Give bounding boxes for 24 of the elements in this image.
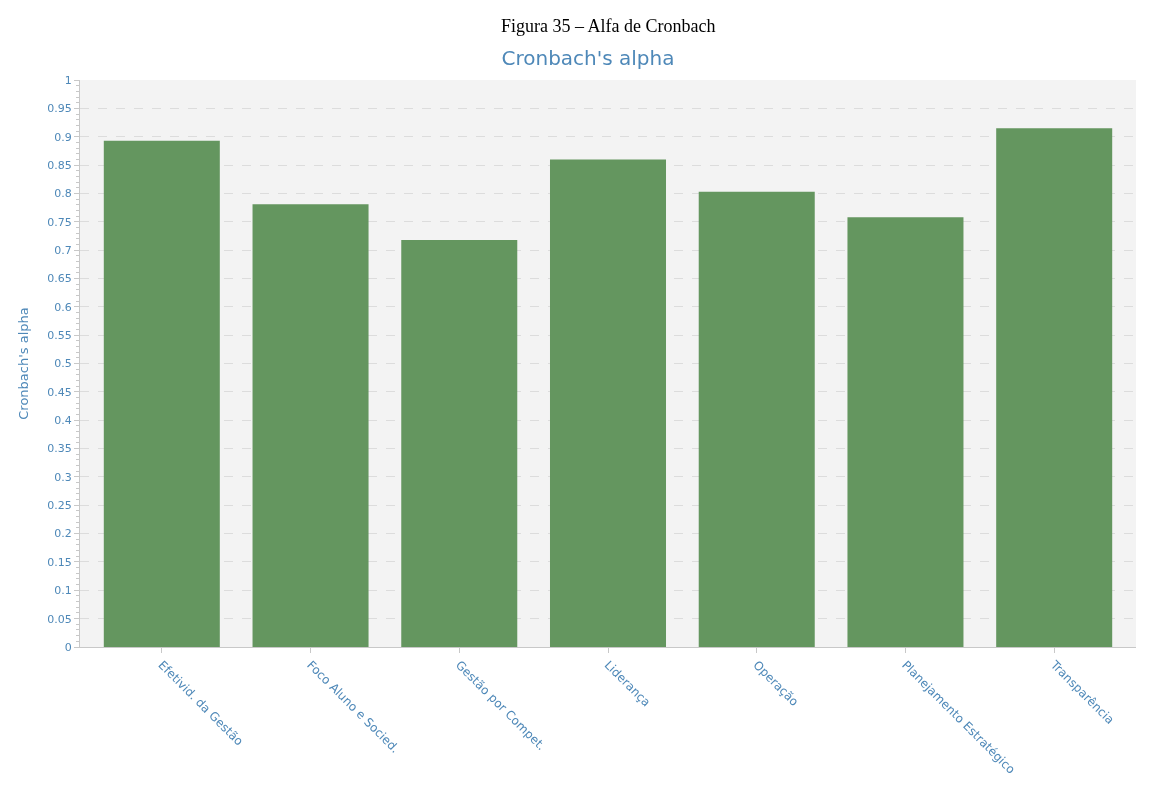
chart-title: Cronbach's alpha (501, 46, 675, 71)
y-tick-label: 0.2 (54, 527, 72, 541)
y-tick-label: 0.7 (54, 243, 72, 257)
text: Figura 35 – Alfa de Cronbach (501, 16, 716, 36)
y-tick-label: 0.4 (54, 414, 72, 428)
y-tick-label: 0.45 (47, 385, 72, 399)
y-tick-label: 0.25 (47, 499, 72, 513)
y-tick-label: 0 (64, 640, 72, 654)
y-tick-label: 0.15 (47, 555, 72, 569)
y-tick-label: 0.9 (54, 130, 72, 144)
y-tick-label: 0.65 (47, 272, 72, 286)
y-tick-label: 0.6 (54, 300, 72, 314)
y-tick-label: 0.55 (47, 329, 72, 342)
y-axis-title: Cronbach's alpha (16, 307, 32, 420)
y-tick-label: 0.95 (47, 102, 72, 116)
y-tick-label: 0.75 (47, 215, 72, 229)
y-tick-label: 0.05 (47, 612, 72, 626)
y-tick-label: 0.85 (47, 158, 72, 172)
y-tick-label: 0.1 (54, 584, 72, 598)
y-tick-label: 0.35 (47, 442, 72, 456)
y-tick-label: 0.3 (54, 470, 72, 484)
y-tick-label: 1 (64, 73, 72, 87)
y-tick-label: 0.5 (54, 357, 72, 371)
y-tick-label: 0.8 (54, 187, 72, 201)
